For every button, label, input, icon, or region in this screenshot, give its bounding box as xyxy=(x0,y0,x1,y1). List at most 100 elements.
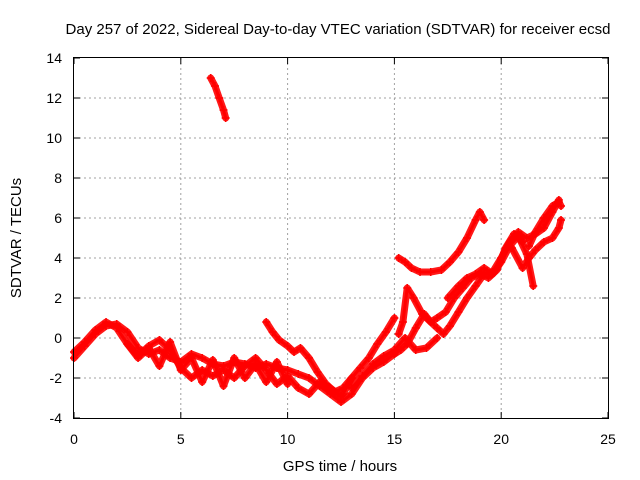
data-point xyxy=(439,330,448,338)
data-point xyxy=(155,336,164,344)
data-point xyxy=(426,268,435,276)
data-point xyxy=(463,294,472,302)
data-point xyxy=(507,244,516,252)
data-point xyxy=(91,326,100,334)
data-point xyxy=(347,384,356,392)
data-point xyxy=(514,232,523,240)
x-tick-label: 0 xyxy=(70,431,78,447)
data-point xyxy=(230,354,239,362)
data-point xyxy=(155,346,164,354)
data-point xyxy=(497,258,506,266)
y-tick-label: -2 xyxy=(50,370,63,386)
data-point xyxy=(219,106,228,114)
data-point xyxy=(296,344,305,352)
data-point xyxy=(358,372,367,380)
data-point xyxy=(339,390,348,398)
data-point xyxy=(304,374,313,382)
data-point xyxy=(304,390,313,398)
data-point xyxy=(155,362,164,370)
data-point xyxy=(176,366,185,374)
y-tick-label: 14 xyxy=(46,50,62,66)
data-point xyxy=(454,308,463,316)
data-point xyxy=(187,374,196,382)
data-point xyxy=(208,372,217,380)
data-point xyxy=(187,354,196,362)
data-point xyxy=(529,282,538,290)
data-point xyxy=(262,378,271,386)
data-point xyxy=(166,338,175,346)
data-point xyxy=(557,216,566,224)
data-point xyxy=(409,294,418,302)
data-point xyxy=(112,324,121,332)
data-point xyxy=(390,350,399,358)
y-tick-label: 12 xyxy=(46,90,62,106)
data-point xyxy=(134,354,143,362)
data-point xyxy=(390,314,399,322)
data-point xyxy=(433,324,442,332)
data-point xyxy=(290,348,299,356)
data-point xyxy=(411,346,420,354)
chart-title: Day 257 of 2022, Sidereal Day-to-day VTE… xyxy=(66,21,611,38)
data-point xyxy=(531,228,540,236)
data-point xyxy=(294,370,303,378)
data-point xyxy=(475,208,484,216)
data-point xyxy=(471,216,480,224)
data-point xyxy=(373,340,382,348)
data-point xyxy=(443,294,452,302)
data-point xyxy=(484,274,493,282)
data-point xyxy=(420,310,429,318)
data-point xyxy=(524,254,533,262)
data-point xyxy=(219,382,228,390)
data-point xyxy=(381,328,390,336)
data-point xyxy=(144,344,153,352)
data-point xyxy=(422,344,431,352)
data-point xyxy=(251,360,260,368)
data-point xyxy=(539,214,548,222)
data-point xyxy=(369,360,378,368)
x-tick-labels: 0 5 10 15 20 25 xyxy=(70,431,616,447)
data-point xyxy=(268,328,277,336)
plot-frame xyxy=(73,57,609,419)
data-point xyxy=(403,340,412,348)
data-point xyxy=(208,356,217,364)
data-point xyxy=(411,324,420,332)
data-point xyxy=(398,318,407,326)
x-tick-label: 5 xyxy=(177,431,185,447)
data-point xyxy=(403,284,412,292)
data-point xyxy=(275,336,284,344)
data-point xyxy=(283,342,292,350)
y-axis-label: SDTVAR / TECUs xyxy=(8,178,25,298)
data-point xyxy=(433,334,442,342)
data-point xyxy=(272,358,281,366)
data-point xyxy=(230,374,239,382)
x-tick-label: 15 xyxy=(387,431,403,447)
data-point xyxy=(313,368,322,376)
data-point xyxy=(471,282,480,290)
data-point xyxy=(221,114,230,122)
data-point xyxy=(518,264,527,272)
y-tick-label: 0 xyxy=(54,330,62,346)
data-point xyxy=(240,374,249,382)
data-point xyxy=(102,318,111,326)
data-point xyxy=(441,308,450,316)
data-point xyxy=(426,318,435,326)
y-tick-labels: -4 -2 0 2 4 6 8 10 12 14 xyxy=(46,50,62,426)
data-point xyxy=(463,234,472,242)
data-point xyxy=(283,380,292,388)
data-point xyxy=(356,364,365,372)
x-tick-label: 20 xyxy=(493,431,509,447)
series-track-8 xyxy=(395,208,488,276)
x-tick-label: 10 xyxy=(280,431,296,447)
data-point xyxy=(454,282,463,290)
x-tick-label: 25 xyxy=(600,431,616,447)
ticks xyxy=(73,57,609,419)
data-point xyxy=(379,352,388,360)
data-point xyxy=(454,248,463,256)
y-tick-label: 8 xyxy=(54,170,62,186)
data-series xyxy=(70,74,566,406)
series-core-track-3 xyxy=(125,340,290,388)
y-tick-label: 2 xyxy=(54,290,62,306)
y-tick-label: 10 xyxy=(46,130,62,146)
data-point xyxy=(364,354,373,362)
data-point xyxy=(445,258,454,266)
